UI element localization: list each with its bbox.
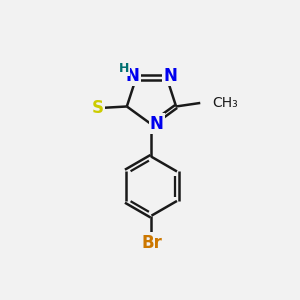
Text: N: N <box>163 67 177 85</box>
Text: N: N <box>126 67 140 85</box>
Text: CH₃: CH₃ <box>213 96 238 110</box>
Text: N: N <box>150 115 164 133</box>
Text: Br: Br <box>141 234 162 252</box>
Text: H: H <box>119 61 129 75</box>
Text: S: S <box>92 99 104 117</box>
